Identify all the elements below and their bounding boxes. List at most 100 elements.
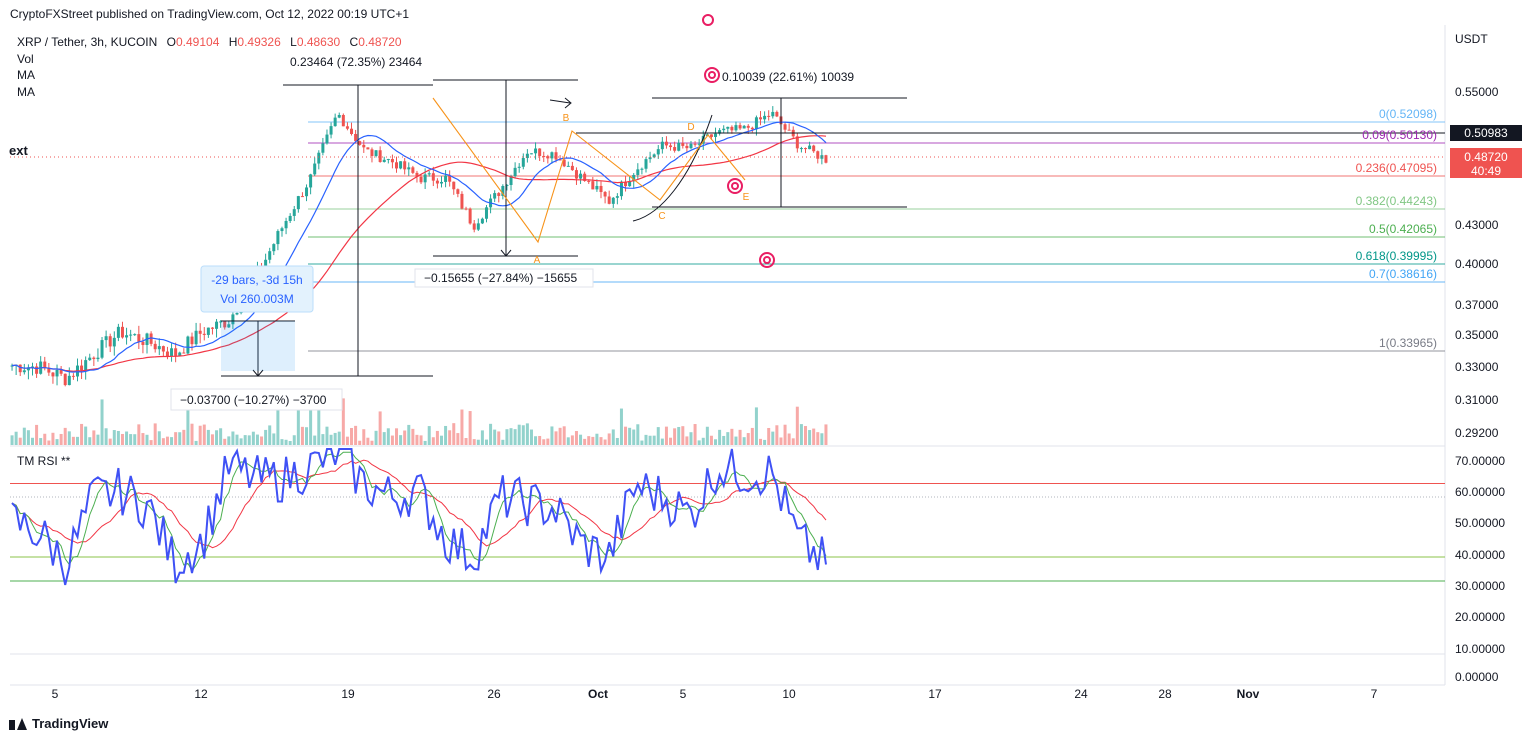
candle-body (178, 352, 182, 356)
volume-bar (354, 425, 358, 445)
candle-body (190, 336, 194, 345)
rsi-signal-fast (11, 451, 827, 572)
volume-bar (799, 424, 803, 445)
candle-body (333, 117, 337, 127)
volume-bar (268, 425, 272, 445)
measure-up-label: 0.23464 (72.35%) 23464 (290, 55, 422, 69)
volume-bar (750, 427, 754, 445)
volume-bar (120, 433, 124, 445)
candle-body (640, 168, 644, 170)
volume-bar (423, 440, 427, 445)
bars-box-line2: Vol 260.003M (220, 292, 293, 306)
candle-body (611, 197, 615, 204)
candle-body (472, 223, 476, 230)
volume-bar (714, 439, 718, 445)
volume-bar (96, 434, 100, 445)
candle-body (689, 143, 693, 149)
volume-bar (681, 426, 685, 445)
volume-bar (415, 434, 419, 445)
candle-body (362, 144, 366, 148)
candle-body (174, 348, 178, 356)
tradingview-logo[interactable]: TradingView (9, 716, 108, 731)
publish-line: CryptoFXStreet published on TradingView.… (10, 7, 409, 21)
volume-bar (247, 435, 251, 445)
candle-body (390, 159, 394, 163)
volume-bar (284, 439, 288, 445)
candle-body (161, 346, 165, 352)
volume-bar (693, 424, 697, 445)
volume-bar (742, 437, 746, 445)
volume-bar (754, 407, 758, 445)
candle-body (96, 357, 100, 360)
volume-bar (636, 424, 640, 445)
candle-body (235, 313, 239, 315)
candle-body (215, 321, 219, 329)
volume-bar (791, 438, 795, 445)
candle-body (386, 159, 390, 161)
candle-body (648, 157, 652, 160)
legend-open: 0.49104 (175, 35, 220, 49)
volume-bar (350, 427, 354, 445)
volume-bar (587, 436, 591, 445)
candle-body (468, 208, 472, 224)
countdown-tag: 40:49 (1471, 164, 1501, 178)
candle-body (746, 125, 750, 128)
candle-body (644, 159, 648, 169)
candle-body (194, 330, 198, 345)
candle-body (673, 147, 677, 151)
candle-body (742, 125, 746, 129)
rsi-tick-label: 40.00000 (1455, 548, 1505, 562)
volume-bar (18, 437, 22, 445)
volume-bar (628, 427, 632, 445)
volume-bar (783, 424, 787, 445)
volume-bar (362, 429, 366, 445)
rsi-pane-label[interactable]: TM RSI ** (17, 454, 71, 468)
volume-bar (75, 436, 79, 445)
volume-bar (709, 435, 713, 445)
volume-bar (566, 437, 570, 445)
volume-bar (272, 433, 276, 445)
candle-body (476, 223, 480, 230)
volume-bar (705, 426, 709, 445)
candle-body (92, 357, 96, 360)
rsi-tick-label: 70.00000 (1455, 454, 1505, 468)
volume-bar (22, 427, 26, 445)
legend-vol[interactable]: Vol (17, 51, 34, 66)
volume-bar (206, 429, 210, 445)
volume-bar (669, 437, 673, 445)
legend-symbol[interactable]: XRP / Tether, 3h, KUCOIN (17, 35, 158, 49)
candle-body (677, 142, 681, 151)
candle-body (558, 159, 562, 161)
volume-bar (35, 424, 39, 445)
candle-body (497, 193, 501, 196)
volume-bar (513, 429, 517, 445)
volume-bar (775, 425, 779, 445)
legend-close-label: C (349, 35, 359, 49)
volume-bar (149, 440, 153, 445)
candle-body (22, 370, 26, 373)
legend-high: 0.49326 (237, 35, 281, 49)
volume-bar (816, 432, 820, 445)
volume-bar (771, 431, 775, 445)
legend-ma-2[interactable]: MA (17, 84, 35, 99)
volume-bar (190, 423, 194, 445)
legend-ma-1[interactable]: MA (17, 68, 35, 82)
volume-bar (583, 438, 587, 445)
candle-body (824, 155, 828, 163)
volume-bar (292, 435, 296, 445)
volume-bar (137, 424, 141, 445)
candle-body (734, 125, 738, 131)
volume-bar (632, 429, 636, 445)
candle-body (268, 251, 272, 260)
volume-bar (595, 433, 599, 445)
price-tick-label: 0.31000 (1455, 393, 1499, 407)
candle-body (399, 161, 403, 169)
volume-bar (673, 428, 677, 445)
measure-small-label: −0.03700 (−10.27%) −3700 (180, 393, 327, 407)
candle-body (186, 336, 190, 354)
volume-bar (619, 408, 623, 445)
volume-bar (640, 440, 644, 445)
volume-bar (264, 429, 268, 445)
candle-body (321, 143, 325, 153)
